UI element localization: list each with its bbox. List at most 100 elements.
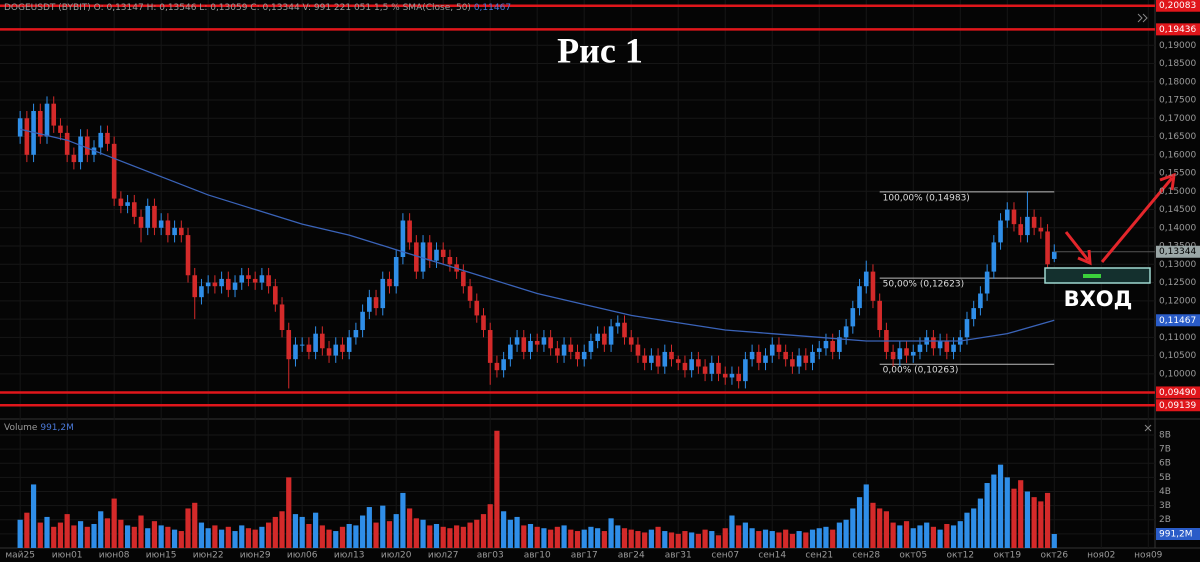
candle-body <box>259 275 265 283</box>
candle-body <box>890 351 896 360</box>
candle-body <box>534 340 540 345</box>
volume-value: 991,2M <box>40 423 74 433</box>
volume-bar <box>877 508 883 548</box>
candle-body <box>669 351 674 360</box>
candle-body <box>145 205 151 228</box>
volume-bar <box>796 531 802 548</box>
volume-bar <box>333 531 339 548</box>
volume-bar <box>24 512 30 548</box>
volume-bar <box>1024 491 1031 548</box>
candle-body <box>729 373 735 378</box>
candle-body <box>467 286 473 301</box>
candle-body <box>575 351 580 360</box>
volume-bar <box>883 511 889 548</box>
volume-bar <box>272 516 278 548</box>
candle-body <box>857 286 862 309</box>
candle-body <box>246 275 251 279</box>
volume-bar <box>266 522 272 548</box>
volume-bar <box>407 508 413 548</box>
volume-bar <box>890 522 896 548</box>
candle-body <box>326 348 332 356</box>
candle-body <box>447 257 453 265</box>
candle-body <box>494 362 500 371</box>
y-tick-label: 0,11000 <box>1159 333 1196 343</box>
volume-bar <box>950 525 957 548</box>
candle-body <box>111 143 117 199</box>
y-tick-label: 0,18500 <box>1159 59 1196 69</box>
candle-body <box>17 118 23 137</box>
volume-bar <box>930 526 937 548</box>
candle-body <box>870 271 876 301</box>
volume-bar <box>823 526 829 548</box>
volume-bar <box>783 529 789 548</box>
fib-label: 0,00% (0,10263) <box>883 366 959 376</box>
x-tick-label: окт26 <box>1040 551 1068 561</box>
candle-body <box>696 359 701 367</box>
volume-bar <box>353 525 359 548</box>
close-icon[interactable] <box>1144 424 1152 432</box>
candle-body <box>185 235 191 276</box>
arrow <box>1064 231 1090 261</box>
volume-bar <box>91 523 97 548</box>
chart-title: Рис 1 <box>557 30 643 70</box>
candle-body <box>440 249 446 258</box>
volume-bar <box>1031 497 1037 548</box>
volume-bar <box>803 532 809 548</box>
candle-body <box>51 103 57 126</box>
x-tick-label: май25 <box>5 551 35 561</box>
candle-body <box>84 136 90 155</box>
volume-bar <box>776 532 782 548</box>
volume-bar <box>736 525 742 548</box>
volume-bar <box>628 529 634 548</box>
candle-body <box>78 136 83 163</box>
y-tick-label: 0,14000 <box>1159 223 1196 233</box>
candle-body <box>434 249 439 261</box>
candle-body <box>172 227 177 236</box>
volume-bar <box>1018 480 1024 548</box>
volume-bar <box>84 526 90 548</box>
volume-bar <box>218 529 225 548</box>
candle-body <box>219 278 224 287</box>
y-tick-label: 0,10000 <box>1159 369 1196 379</box>
volume-bar <box>991 474 997 548</box>
y-tick-label: 0,15500 <box>1159 169 1196 179</box>
volume-bar <box>30 484 37 548</box>
volume-bar <box>494 430 500 548</box>
volume-label: 991,2M <box>1159 529 1193 539</box>
candle-body <box>346 337 352 352</box>
volume-bar <box>165 526 171 548</box>
volume-bar <box>178 531 184 548</box>
y-tick-label: 0,16000 <box>1159 150 1196 160</box>
candle-body <box>702 366 708 374</box>
collapse-icon[interactable] <box>1137 13 1148 23</box>
candle-body <box>541 337 547 345</box>
header: DOGEUSDT (BYBIT) O: 0,13147 H: 0,13546 L… <box>4 3 511 13</box>
y-tick-label: 0,17000 <box>1159 114 1196 124</box>
candle-body <box>508 344 513 360</box>
x-tick-label: сен14 <box>758 551 786 561</box>
x-tick-label: авг31 <box>665 551 692 561</box>
volume-bar <box>104 518 111 548</box>
candle-body <box>1004 209 1010 221</box>
x-tick-label: авг10 <box>524 551 551 561</box>
volume-bar <box>769 531 775 548</box>
x-tick-label: ноя09 <box>1134 551 1163 561</box>
candle-body <box>937 340 943 349</box>
volume-bar <box>366 507 372 548</box>
candle-body <box>205 282 211 287</box>
volume-bar <box>313 512 319 548</box>
candle-body <box>380 278 386 309</box>
candle-body <box>152 205 157 228</box>
volume-bar <box>937 529 943 548</box>
candle-body <box>514 337 520 345</box>
candle-body <box>138 216 144 228</box>
candle-body <box>944 340 950 352</box>
y-tick-label: 7B <box>1159 445 1171 455</box>
volume-bar <box>380 505 386 548</box>
volume-bar <box>709 531 715 548</box>
symbol: DOGEUSDT (BYBIT) <box>4 3 91 13</box>
volume-bar <box>151 521 158 548</box>
candle-body <box>897 348 903 360</box>
volume-bar <box>702 529 708 548</box>
